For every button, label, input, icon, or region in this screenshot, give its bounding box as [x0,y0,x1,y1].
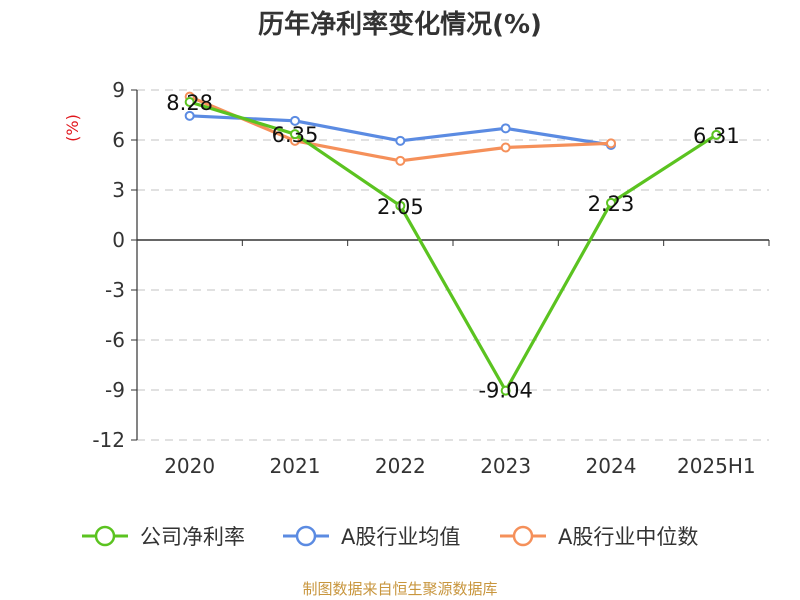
x-tick-label: 2021 [270,454,321,478]
data-label: 2.23 [588,192,635,216]
legend-label: 公司净利率 [140,525,245,549]
data-point [500,123,511,134]
data-point [395,200,406,211]
data-point [606,138,616,149]
chart-title: 历年净利率变化情况(%) [258,9,542,40]
legend-item[interactable]: A股行业均值 [283,525,460,549]
y-tick-label: 6 [112,128,125,152]
y-axis-unit-label: (%) [63,114,82,142]
data-label: 6.35 [272,123,319,147]
y-tick-label: -3 [105,278,125,302]
y-tick-label: -9 [105,378,125,402]
legend-item[interactable]: A股行业中位数 [500,525,698,549]
data-label: 8.28 [166,91,213,115]
data-point [290,115,300,126]
y-tick-label: -6 [105,328,125,352]
series-layer [184,91,722,396]
x-tick-label: 2022 [375,454,426,478]
y-tick-label: 9 [112,78,125,102]
data-point [711,129,722,140]
data-point [184,110,195,121]
y-tick-label: -12 [92,428,125,452]
data-point [395,135,406,146]
legend-swatch-marker [94,525,116,547]
source-note: 制图数据来自恒生聚源数据库 [302,580,497,598]
legend-swatch-marker [512,525,534,547]
series-line [189,100,718,393]
data-label: 6.31 [693,124,740,148]
x-tick-label: 2020 [164,454,215,478]
legend-swatch-marker [295,525,317,547]
data-point [395,155,406,166]
data-point [500,385,511,396]
x-tick-label: 2023 [480,454,531,478]
data-label-layer: 8.28 6.35 2.05 -9.04 2.23 6.31 [166,91,739,403]
x-tick-label: 2024 [586,454,637,478]
data-point [500,142,511,153]
legend-label: A股行业中位数 [558,525,698,549]
legend-label: A股行业均值 [341,525,460,549]
data-label: -9.04 [478,379,532,403]
legend-item[interactable]: 公司净利率 [82,525,245,549]
y-tick-label: 0 [112,228,125,252]
x-tick-label: 2025H1 [677,454,756,478]
legend: 公司净利率 A股行业均值 A股行业中位数 [82,525,698,549]
series-line [189,95,612,163]
data-label: 2.05 [377,195,424,219]
data-point [290,129,300,140]
data-point [184,97,195,107]
axis-layer: 9 6 3 0 -3 -6 -9 -12 2020 2021 2022 2023 2024 2025H1 [92,78,770,478]
data-point [606,197,616,208]
grid-layer [137,89,769,441]
y-tick-label: 3 [112,178,125,202]
